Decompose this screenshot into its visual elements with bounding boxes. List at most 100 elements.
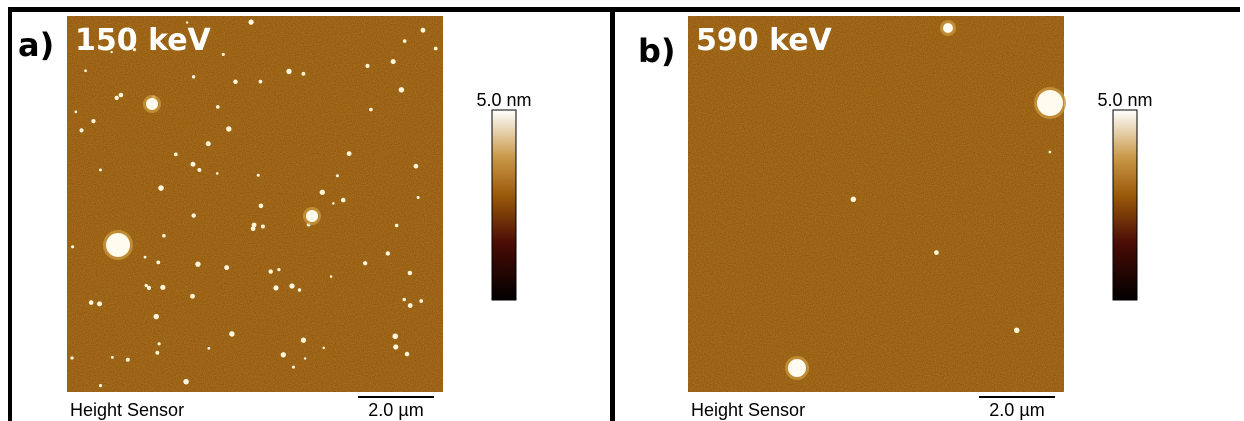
cluster: [788, 359, 806, 377]
particle: [392, 333, 398, 339]
particle: [322, 347, 325, 350]
divider: [610, 7, 615, 421]
particle: [434, 47, 438, 51]
particle: [365, 64, 369, 68]
particle: [851, 197, 856, 202]
particle: [126, 358, 130, 362]
particle: [207, 347, 210, 350]
particle: [259, 204, 264, 209]
particle: [405, 352, 410, 357]
scale-label: 2.0 µm: [989, 400, 1044, 420]
particle: [226, 126, 231, 131]
particle: [1014, 328, 1020, 334]
particle: [302, 72, 306, 76]
particle: [145, 284, 148, 287]
cluster: [1037, 90, 1063, 116]
particle: [216, 105, 220, 109]
colorbar: [492, 110, 516, 300]
sensor-label: Height Sensor: [70, 400, 184, 420]
particle: [75, 111, 78, 114]
particle: [79, 128, 83, 132]
particle: [391, 59, 396, 64]
afm-image-noise: [67, 16, 443, 392]
particle: [70, 356, 73, 359]
particle: [195, 261, 200, 266]
particle: [192, 213, 196, 217]
particle: [115, 96, 119, 100]
particle: [216, 172, 219, 175]
particle: [222, 53, 225, 56]
particle: [190, 294, 195, 299]
particle: [393, 344, 398, 349]
cluster: [943, 23, 953, 33]
particle: [281, 352, 286, 357]
particle: [399, 87, 404, 92]
particle: [289, 283, 294, 288]
cluster: [106, 233, 130, 257]
particle: [174, 153, 178, 157]
particle: [421, 28, 426, 33]
particle: [84, 69, 87, 72]
panels: a) 150 keV 5.0 nm Height Sensor 2.0 µm b) 590 …: [18, 16, 1153, 420]
particle: [261, 225, 265, 229]
particle: [403, 298, 406, 301]
particle: [97, 301, 102, 306]
particle: [286, 69, 291, 74]
colorbar-label: 5.0 nm: [1097, 90, 1152, 110]
panel: b) 590 keV 5.0 nm Height Sensor 2.0 µm: [638, 16, 1153, 420]
particle: [158, 342, 161, 345]
particle: [363, 261, 367, 265]
particle: [233, 80, 238, 85]
particle: [395, 224, 399, 228]
cluster: [306, 210, 318, 222]
panel-label: a): [18, 26, 54, 64]
particle: [419, 299, 423, 303]
particle: [156, 261, 160, 265]
panel: a) 150 keV 5.0 nm Height Sensor 2.0 µm: [18, 16, 532, 420]
cluster: [146, 98, 158, 110]
sensor-label: Height Sensor: [691, 400, 805, 420]
particle: [206, 141, 211, 146]
particle: [192, 75, 195, 78]
particle: [1049, 151, 1052, 154]
particle: [144, 256, 147, 259]
particle: [369, 108, 373, 112]
particle: [347, 151, 352, 156]
panel-label: b): [638, 32, 676, 70]
particle: [301, 338, 306, 343]
colorbar: [1113, 110, 1137, 300]
particle: [277, 268, 280, 271]
particle: [408, 271, 412, 275]
particle: [99, 384, 102, 387]
energy-label: 590 keV: [696, 23, 833, 58]
top-border: [8, 7, 1240, 12]
scale-label: 2.0 µm: [368, 400, 423, 420]
particle: [336, 174, 339, 177]
particle: [298, 288, 301, 291]
particle: [91, 119, 95, 123]
particle: [111, 356, 114, 359]
particle: [147, 286, 151, 290]
particle: [414, 164, 419, 169]
particle: [191, 162, 196, 167]
particle: [257, 174, 260, 177]
particle: [259, 80, 263, 84]
particle: [119, 93, 124, 98]
colorbar-label: 5.0 nm: [476, 90, 531, 110]
particle: [386, 251, 390, 255]
energy-label: 150 keV: [75, 23, 212, 58]
particle: [224, 265, 229, 270]
particle: [320, 190, 325, 195]
particle: [248, 19, 253, 24]
particle: [155, 351, 159, 355]
particle: [251, 226, 256, 231]
particle: [153, 314, 159, 320]
particle: [160, 285, 165, 290]
particle: [158, 185, 164, 191]
particle: [99, 168, 102, 171]
particle: [341, 198, 346, 203]
particle: [268, 269, 272, 273]
particle: [292, 366, 295, 369]
left-border: [8, 7, 12, 421]
particle: [162, 234, 166, 238]
